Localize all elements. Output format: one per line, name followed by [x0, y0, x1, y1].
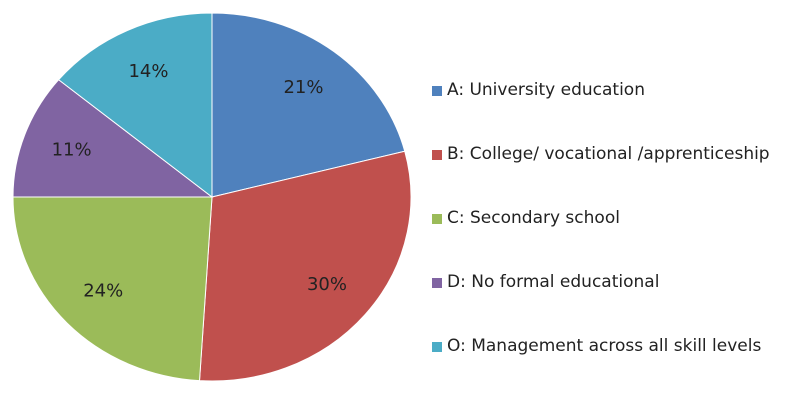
pie-slice: [198, 150, 412, 382]
legend-item: D: No formal educational: [432, 272, 804, 293]
legend-swatch: [432, 213, 442, 224]
legend-item: C: Secondary school: [432, 208, 804, 229]
legend-label: C: Secondary school: [447, 207, 620, 228]
data-label: 21%: [283, 77, 323, 98]
legend-label: D: No formal educational: [447, 271, 660, 292]
pie-slice: [12, 196, 213, 382]
pie-slice: [12, 79, 214, 198]
data-label: 14%: [128, 61, 168, 82]
legend-label: A: University education: [447, 79, 645, 100]
legend-swatch: [432, 85, 442, 96]
pie-slice: [57, 12, 213, 199]
legend-item: A: University education: [432, 80, 804, 101]
legend-swatch: [432, 277, 442, 288]
legend-label: O: Management across all skill levels: [447, 335, 762, 356]
data-label: 30%: [307, 274, 347, 295]
legend-item: B: College/ vocational /apprenticeship: [432, 144, 804, 165]
data-label: 11%: [52, 139, 92, 160]
legend-label: B: College/ vocational /apprenticeship: [447, 143, 770, 164]
chart: 21% 30% 24% 11% 14%: [12, 12, 412, 382]
legend-swatch: [432, 149, 442, 160]
data-label: 24%: [83, 280, 123, 301]
legend-swatch: [432, 341, 442, 352]
legend-item: O: Management across all skill levels: [432, 336, 804, 357]
pie-slice: [211, 12, 406, 198]
legend: A: University education B: College/ vocat…: [432, 58, 804, 378]
